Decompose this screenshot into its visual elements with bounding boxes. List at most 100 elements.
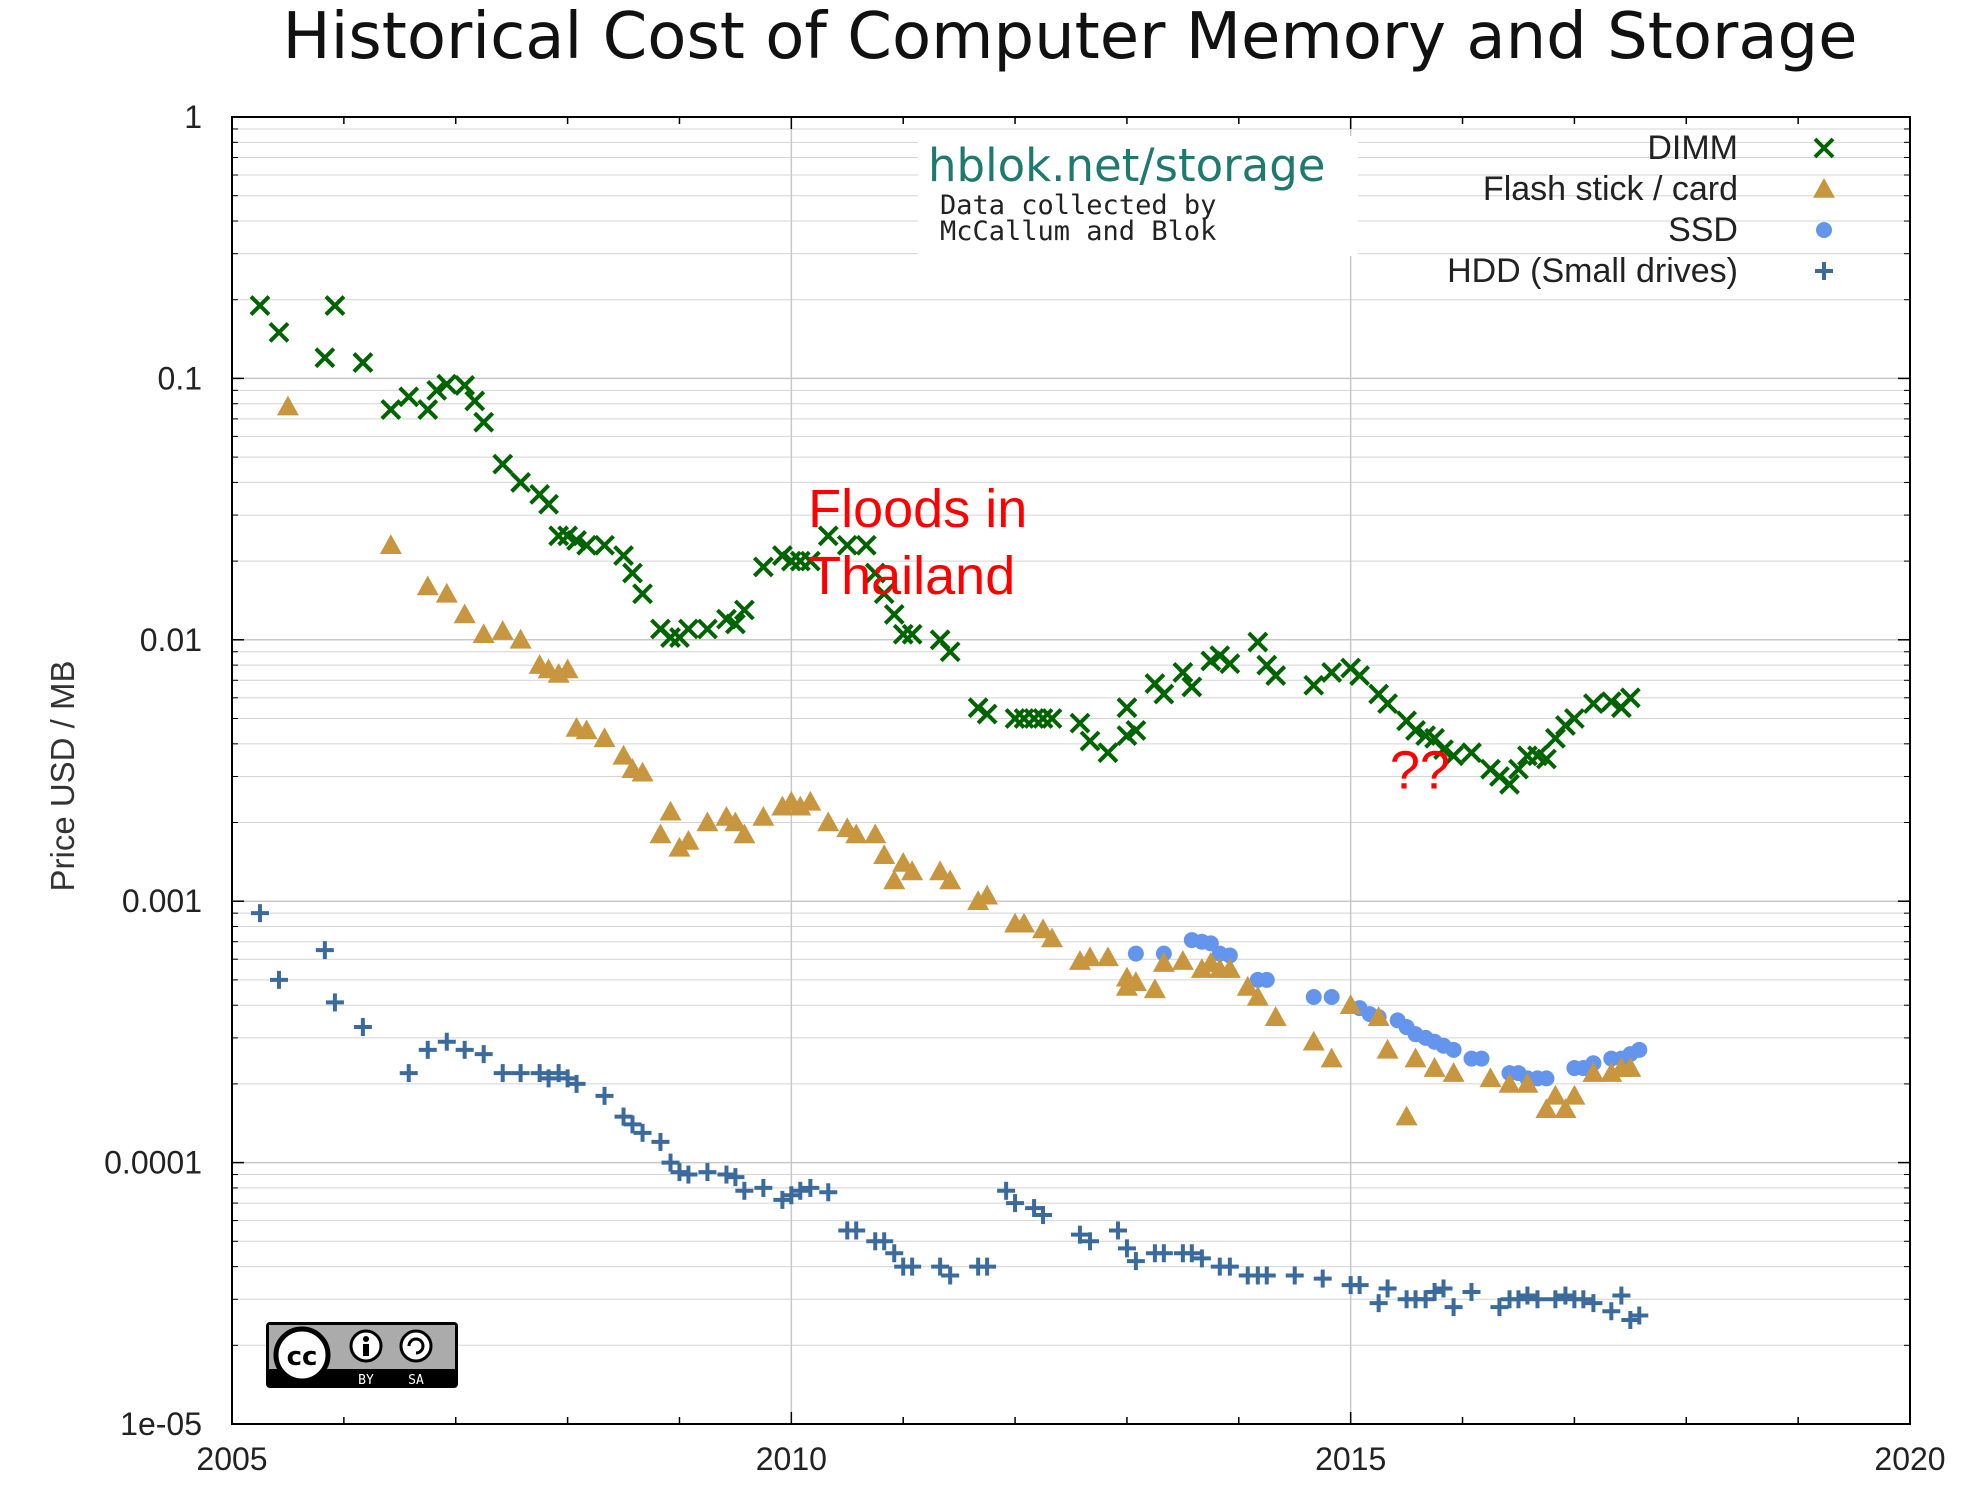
data-point: [885, 1244, 904, 1263]
data-point: [678, 618, 699, 640]
data-point: [1584, 1294, 1603, 1313]
marker-stroke: [632, 583, 653, 605]
plot-frame: [231, 116, 1911, 1425]
marker-stroke: [939, 641, 961, 663]
marker-stroke: [398, 386, 420, 408]
marker-stroke: [1415, 725, 1437, 747]
data-point: [735, 1181, 754, 1200]
data-point: [1462, 1282, 1481, 1301]
x-tick-label: 2010: [756, 1441, 827, 1477]
data-points: [249, 295, 1649, 1329]
marker-stroke: [678, 618, 699, 640]
data-point: [752, 805, 775, 826]
legend-label-flash-stick-card: Flash stick / card: [1483, 170, 1738, 208]
marker-stroke: [864, 562, 886, 584]
data-point: [622, 562, 643, 584]
data-point: [426, 379, 448, 401]
data-point: [1004, 708, 1026, 729]
cc-logo-text: cc: [287, 1342, 318, 1372]
marker-stroke: [1172, 662, 1194, 683]
marker-stroke: [538, 493, 559, 515]
data-point: [892, 623, 914, 645]
data-point: [1323, 989, 1340, 1006]
data-point: [1554, 1098, 1577, 1119]
watermark-note-line1: Data collected by: [940, 190, 1216, 221]
y-tick-label: 0.1: [158, 360, 202, 396]
annotation-text: Thailand: [808, 546, 1015, 606]
data-point: [1630, 1306, 1649, 1325]
data-point: [903, 1257, 922, 1276]
marker-stroke: [314, 347, 336, 369]
data-point: [1218, 958, 1241, 978]
data-point: [1518, 1286, 1537, 1305]
data-point: [380, 399, 402, 420]
data-point: [1190, 958, 1213, 978]
data-point: [435, 582, 458, 603]
data-point: [314, 347, 336, 369]
marker-stroke: [1368, 683, 1390, 705]
data-point: [1108, 1221, 1127, 1240]
data-point: [931, 1257, 950, 1276]
x-tick-label: 2020: [1874, 1441, 1945, 1477]
marker-stroke: [1256, 654, 1278, 676]
data-point: [875, 1232, 894, 1251]
cc-logo-icon: [273, 1326, 331, 1384]
marker-stroke: [352, 352, 374, 373]
data-point: [1070, 1225, 1089, 1244]
data-point: [799, 790, 822, 811]
marker-stroke: [1499, 773, 1520, 795]
share-alike-icon: [399, 1329, 433, 1363]
data-point: [799, 550, 821, 572]
y-axis: 1 0.1 0.01 0.001 0.0001 1e-05: [104, 99, 1910, 1442]
marker-stroke: [901, 623, 923, 645]
marker-stroke: [799, 550, 821, 572]
data-point: [1445, 1041, 1462, 1058]
data-point: [733, 599, 755, 621]
marker-stroke: [1813, 137, 1835, 159]
marker-stroke: [417, 399, 439, 420]
data-point: [733, 823, 756, 844]
marker-stroke: [1023, 708, 1045, 729]
marker-stroke: [697, 618, 718, 640]
data-point: [633, 1123, 652, 1142]
marker-stroke: [1181, 676, 1203, 698]
data-point: [1556, 1286, 1575, 1305]
marker-stroke: [1079, 730, 1101, 752]
marker-stroke: [929, 629, 951, 651]
marker-stroke: [548, 525, 570, 547]
marker-stroke: [873, 583, 895, 605]
data-point: [509, 628, 532, 649]
data-point: [1069, 712, 1091, 734]
data-point: [455, 1040, 474, 1059]
data-point: [1602, 1302, 1621, 1321]
data-point: [836, 534, 858, 556]
data-point: [651, 1132, 670, 1151]
data-point: [883, 604, 905, 625]
data-point: [1313, 1269, 1332, 1288]
data-point: [269, 970, 288, 989]
data-point: [1041, 708, 1063, 729]
data-point: [1369, 1294, 1388, 1313]
license-badge[interactable]: cc BY SA: [266, 1322, 458, 1388]
data-point: [612, 744, 635, 765]
data-point: [1153, 683, 1175, 705]
data-point: [1220, 1257, 1239, 1276]
marker-stroke: [1443, 745, 1464, 767]
data-point: [1116, 697, 1138, 719]
data-point: [726, 1168, 745, 1187]
data-point: [473, 411, 495, 433]
data-point: [801, 1178, 820, 1197]
data-point: [1125, 720, 1147, 741]
marker-stroke: [529, 483, 551, 505]
marker-stroke: [1583, 693, 1604, 715]
data-point: [436, 373, 458, 395]
legend-marker-flash-stick-card: [1813, 178, 1835, 198]
watermark-url[interactable]: hblok.net/storage: [928, 139, 1325, 192]
data-point: [474, 1045, 493, 1064]
marker-stroke: [752, 556, 774, 578]
series-hdd-small-drives: [250, 904, 1649, 1329]
data-point: [1563, 1084, 1586, 1105]
data-point: [780, 550, 802, 572]
data-point: [1395, 1105, 1418, 1126]
legend-label-ssd: SSD: [1668, 211, 1738, 249]
